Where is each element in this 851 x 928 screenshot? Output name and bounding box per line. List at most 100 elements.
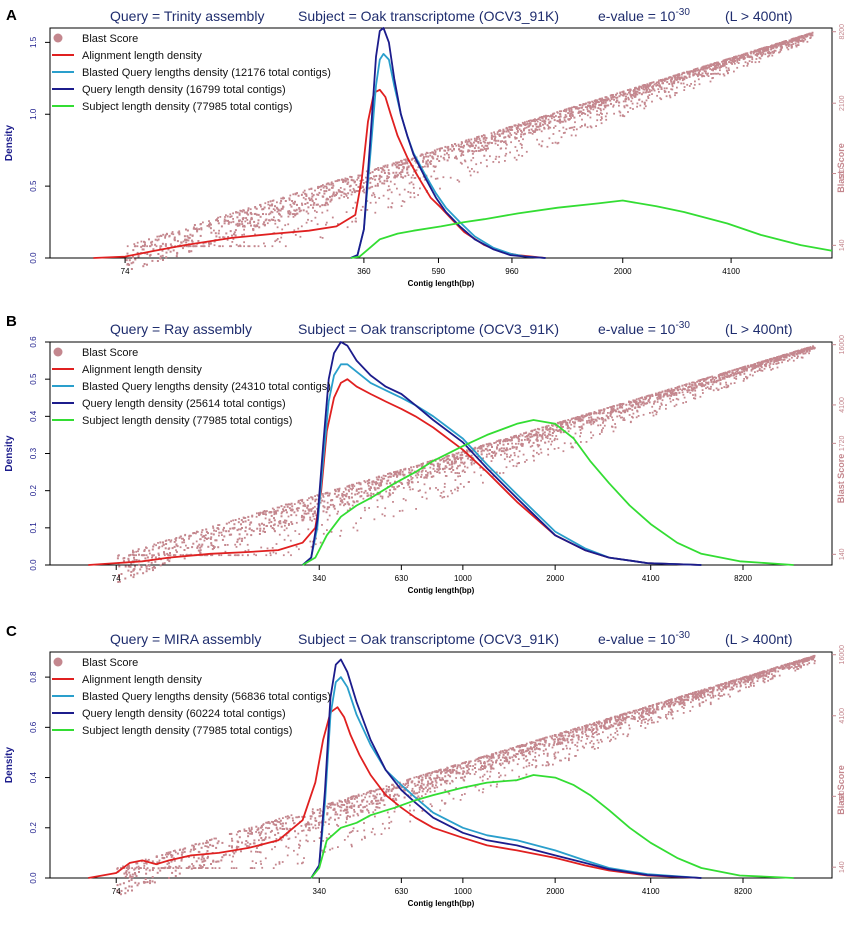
blast-score-point: [600, 409, 602, 411]
blast-score-point: [263, 524, 265, 526]
blast-score-point: [151, 244, 153, 246]
blast-score-point: [296, 546, 298, 548]
blast-score-point: [429, 488, 431, 490]
blast-score-point: [274, 205, 276, 207]
blast-score-point: [728, 69, 730, 71]
blast-score-point: [200, 538, 202, 540]
blast-score-point: [404, 162, 406, 164]
blast-score-point: [786, 47, 788, 49]
blast-score-point: [783, 356, 785, 358]
legend-label: Blast Score: [82, 33, 138, 45]
blast-score-point: [520, 433, 522, 435]
blast-score-point: [185, 545, 187, 547]
blast-score-point: [303, 857, 305, 859]
blast-score-point: [504, 160, 506, 162]
blast-score-point: [180, 867, 182, 869]
blast-score-point: [567, 425, 569, 427]
blast-score-point: [690, 83, 692, 85]
blast-score-point: [658, 91, 660, 93]
blast-score-point: [133, 551, 135, 553]
blast-score-point: [153, 544, 155, 546]
blast-score-point: [151, 562, 153, 564]
blast-score-point: [386, 480, 388, 482]
blast-score-point: [323, 496, 325, 498]
blast-score-point: [325, 492, 327, 494]
blast-score-point: [389, 489, 391, 491]
blast-score-point: [409, 486, 411, 488]
blast-score-point: [351, 191, 353, 193]
blast-score-point: [459, 457, 461, 459]
blast-score-point: [757, 370, 759, 372]
blast-score-point: [415, 475, 417, 477]
blast-score-point: [563, 450, 565, 452]
blast-score-point: [196, 531, 198, 533]
blast-score-point: [573, 422, 575, 424]
blast-score-point: [572, 127, 574, 129]
blast-score-point: [242, 225, 244, 227]
blast-score-point: [212, 527, 214, 529]
blast-score-point: [619, 415, 621, 417]
blast-score-point: [529, 440, 531, 442]
blast-score-point: [723, 64, 725, 66]
blast-score-point: [127, 558, 129, 560]
blast-score-point: [530, 433, 532, 435]
blast-score-point: [147, 556, 149, 558]
blast-score-point: [472, 145, 474, 147]
blast-score-point: [767, 56, 769, 58]
blast-score-point: [630, 401, 632, 403]
blast-score-point: [371, 195, 373, 197]
blast-score-point: [670, 97, 672, 99]
blast-score-point: [435, 487, 437, 489]
blast-score-point: [671, 84, 673, 86]
blast-score-point: [558, 422, 560, 424]
blast-score-point: [146, 245, 148, 247]
blast-score-point: [224, 544, 226, 546]
blast-score-point: [580, 432, 582, 434]
blast-score-point: [522, 138, 524, 140]
blast-score-point: [524, 123, 526, 125]
blast-score-point: [491, 451, 493, 453]
blast-score-point: [258, 514, 260, 516]
blast-score-point: [397, 162, 399, 164]
blast-score-point: [260, 216, 262, 218]
blast-score-point: [639, 105, 641, 107]
blast-score-point: [579, 435, 581, 437]
blast-score-point: [292, 193, 294, 195]
blast-score-point: [174, 237, 176, 239]
blast-score-point: [248, 549, 250, 551]
blast-score-point: [542, 430, 544, 432]
blast-score-point: [765, 363, 767, 365]
blast-score-point: [307, 206, 309, 208]
blast-score-point: [626, 104, 628, 106]
blast-score-point: [133, 574, 135, 576]
blast-score-point: [325, 202, 327, 204]
blast-score-point: [535, 129, 537, 131]
blast-score-point: [267, 548, 269, 550]
blast-score-point: [606, 113, 608, 115]
blast-score-point: [280, 202, 282, 204]
blast-score-point: [129, 259, 131, 261]
x-tick-label: 590: [432, 267, 446, 276]
blast-score-point: [251, 213, 253, 215]
blast-score-point: [290, 514, 292, 516]
blast-score-point: [387, 812, 389, 814]
blast-score-point: [787, 360, 789, 362]
blast-score-point: [687, 72, 689, 74]
blast-score-point: [229, 534, 231, 536]
blast-score-point: [176, 551, 178, 553]
blast-score-point: [625, 96, 627, 98]
blast-score-point: [600, 424, 602, 426]
blast-score-point: [230, 520, 232, 522]
blast-score-point: [224, 216, 226, 218]
blast-score-point: [495, 156, 497, 158]
blast-score-point: [561, 423, 563, 425]
blast-score-point: [284, 224, 286, 226]
blast-score-point: [270, 200, 272, 202]
blast-score-point: [143, 249, 145, 251]
blast-score-point: [566, 128, 568, 130]
blast-score-point: [288, 197, 290, 199]
blast-score-point: [272, 200, 274, 202]
blast-score-point: [521, 155, 523, 157]
blast-score-point: [615, 101, 617, 103]
blast-score-point: [645, 397, 647, 399]
